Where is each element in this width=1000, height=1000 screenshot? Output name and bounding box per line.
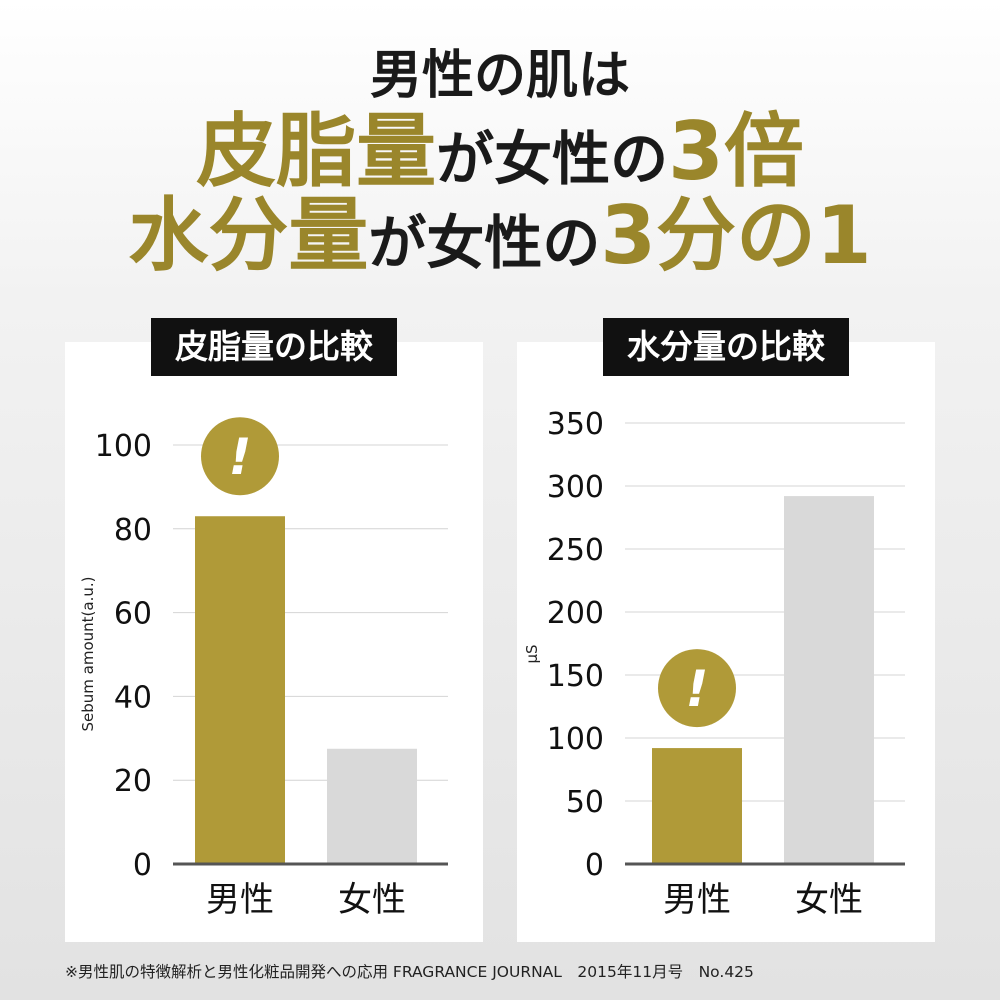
headline-line-1: 男性の肌は bbox=[369, 46, 630, 106]
headline-line-3: 水分量が女性の3分の1 bbox=[0, 196, 1000, 276]
bar bbox=[784, 496, 874, 864]
headline-line-3-text: が女性の bbox=[368, 209, 601, 277]
x-category-label: 女性 bbox=[795, 880, 863, 920]
bar bbox=[327, 748, 417, 864]
y-tick-label: 80 bbox=[114, 513, 152, 548]
alert-icon-glyph: ! bbox=[229, 428, 252, 486]
headline-line-2-text: が女性の bbox=[436, 125, 669, 193]
y-axis-label: Sebum amount(a.u.) bbox=[79, 577, 97, 732]
headline-line-2: 皮脂量が女性の3倍 bbox=[0, 112, 1000, 192]
y-tick-label: 0 bbox=[133, 848, 152, 883]
moisture-bar-chart: 0 50 100 150 200 250 300 350 μS! 男性 女性 bbox=[523, 407, 905, 920]
y-tick-label: 20 bbox=[114, 764, 152, 799]
y-tick-label: 100 bbox=[95, 429, 152, 464]
source-footnote: ※男性肌の特徴解析と男性化粧品開発への応用 FRAGRANCE JOURNAL … bbox=[65, 963, 754, 981]
y-tick-label: 0 bbox=[585, 848, 604, 883]
x-category-label: 男性 bbox=[663, 880, 731, 920]
headline-moisture-highlight: 水分量 bbox=[128, 189, 369, 282]
y-tick-label: 300 bbox=[547, 470, 604, 505]
sebum-chart-title: 皮脂量の比較 bbox=[151, 318, 397, 376]
alert-icon bbox=[201, 417, 279, 496]
bar bbox=[195, 516, 285, 864]
y-tick-label: 150 bbox=[547, 659, 604, 694]
sebum-chart-panel: 0 20 40 60 80 100 Sebum amount(a.u.)! 男性 女性 皮脂量の… bbox=[65, 318, 483, 942]
y-tick-label: 50 bbox=[566, 785, 604, 820]
bar bbox=[652, 748, 742, 864]
y-tick-label: 100 bbox=[547, 722, 604, 757]
x-category-label: 女性 bbox=[338, 880, 406, 920]
headline-moisture-ratio: 3分の1 bbox=[600, 189, 872, 282]
y-tick-label: 200 bbox=[547, 596, 604, 631]
y-tick-label: 60 bbox=[114, 597, 152, 632]
y-tick-label: 40 bbox=[114, 680, 152, 715]
headline-sebum-highlight: 皮脂量 bbox=[196, 105, 437, 198]
moisture-chart-title: 水分量の比較 bbox=[603, 318, 849, 376]
y-tick-label: 250 bbox=[547, 533, 604, 568]
sebum-bar-chart: 0 20 40 60 80 100 Sebum amount(a.u.)! 男性 女性 bbox=[79, 417, 448, 920]
alert-icon bbox=[658, 649, 736, 728]
alert-icon-glyph: ! bbox=[686, 660, 709, 718]
headline-sebum-ratio: 3倍 bbox=[668, 105, 804, 198]
moisture-chart-panel: 0 50 100 150 200 250 300 350 μS! 男性 女性 水分量の比較 bbox=[517, 318, 935, 942]
x-category-label: 男性 bbox=[206, 880, 274, 920]
y-axis-label: μS bbox=[523, 644, 541, 663]
y-tick-label: 350 bbox=[547, 407, 604, 442]
